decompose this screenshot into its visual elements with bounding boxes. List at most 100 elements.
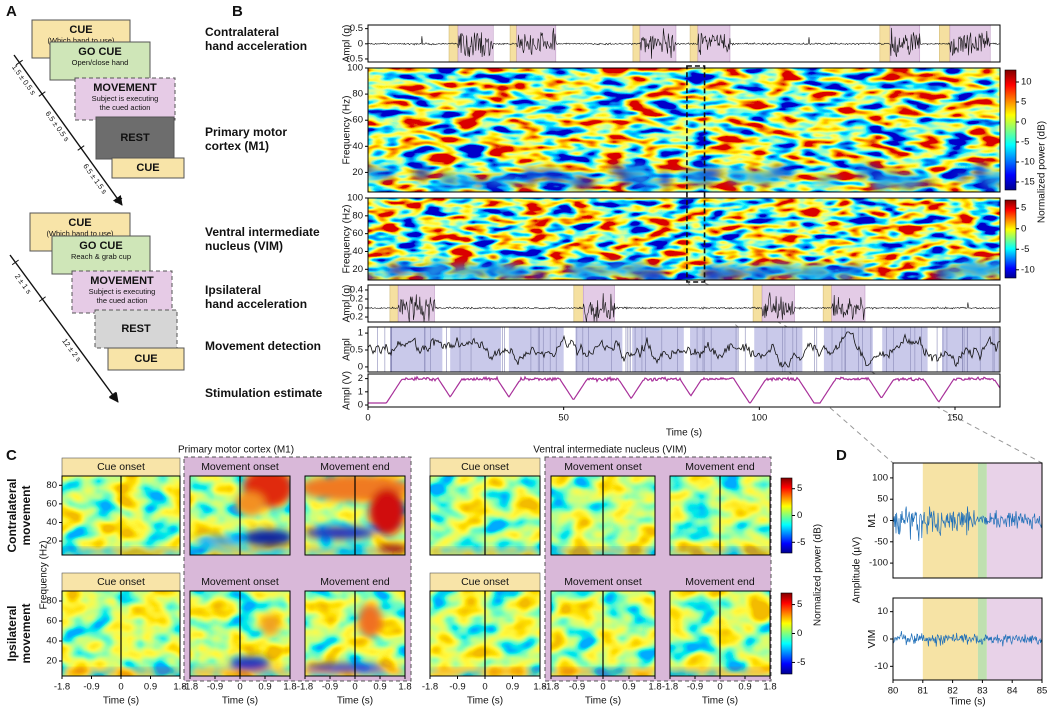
x-tick-label: -1.8 [662, 682, 678, 693]
low-power-patch [626, 165, 650, 179]
y-tick-label: 0 [883, 634, 888, 645]
x-tick-label: -0.9 [322, 682, 338, 693]
y-tick-label: 80 [46, 480, 57, 491]
subplot-title: Movement end [685, 461, 755, 473]
y-tick-label: -0.2 [347, 312, 363, 323]
subplot-title: Movement end [685, 576, 755, 588]
x-tick-label: -1.8 [297, 682, 313, 693]
y-axis-label: Ampl (V) [342, 371, 353, 410]
x-tick-label: 1.8 [648, 682, 661, 693]
card-title: CUE [134, 353, 157, 365]
low-power-patch [954, 171, 970, 181]
y-axis-label: Amplitude (µV) [852, 537, 863, 603]
card-title: MOVEMENT [93, 82, 157, 94]
low-power-patch [544, 172, 570, 184]
y-tick-label: 10 [877, 606, 888, 617]
power-blob [379, 544, 405, 553]
x-tick-label: 83 [977, 686, 988, 697]
y-axis-label: Ampl (g) [342, 25, 353, 63]
y-tick-label: 40 [352, 246, 363, 257]
plot-frame [429, 475, 541, 556]
plot-frame [367, 67, 1001, 193]
lfp-trace [893, 506, 1042, 542]
panel-label: A [6, 3, 17, 20]
low-power-patch [530, 270, 548, 280]
low-power-patch [413, 166, 431, 180]
x-tick-label: 1.8 [533, 682, 546, 693]
power-blob [358, 603, 382, 638]
card-note: (Which hand to use) [46, 229, 114, 238]
row-label: M1 [866, 513, 878, 528]
row-label: movement [19, 603, 33, 663]
colorbar [1004, 199, 1017, 279]
y-tick-label: 0 [358, 303, 363, 314]
colorbar-tick-label: -5 [1021, 244, 1029, 255]
colorbar-tick-label: -5 [797, 537, 805, 548]
timeline-tick [109, 391, 117, 398]
timeline-tick [38, 296, 46, 302]
y-tick-label: 80 [352, 210, 363, 221]
low-power-patch [727, 168, 747, 183]
x-tick-label: 0 [600, 682, 605, 693]
x-axis-label: Time (s) [467, 696, 503, 707]
subplot-title: Movement onset [564, 576, 642, 588]
region-title: Ventral intermediate nucleus (VIM) [533, 445, 686, 456]
plot-area [368, 285, 1000, 322]
detection-shading [508, 327, 564, 372]
x-tick-label: -1.8 [182, 682, 198, 693]
y-tick-label: 40 [46, 517, 57, 528]
task-card [111, 157, 185, 179]
low-power-patch [697, 167, 723, 180]
detection-shading [575, 327, 623, 372]
task-card [49, 41, 151, 81]
task-card [107, 347, 185, 371]
colorbar-tick-label: 0 [1021, 117, 1026, 128]
spectrogram [368, 68, 1000, 192]
low-power-patch [501, 178, 523, 186]
row-label: Ipsilateral [5, 605, 19, 661]
subplot-title: Movement onset [201, 461, 279, 473]
plot-frame [367, 373, 1001, 408]
x-tick-label: -0.9 [687, 682, 703, 693]
y-axis-label: Ampl [342, 338, 353, 361]
y-tick-label: 0 [883, 515, 888, 526]
y-axis-label: Frequency (Hz) [39, 541, 50, 610]
y-tick-label: -50 [874, 536, 888, 547]
y-tick-label: 0 [358, 38, 363, 49]
x-tick-label: 1.8 [173, 682, 186, 693]
x-tick-label: 0.9 [738, 682, 751, 693]
y-tick-label: 60 [46, 498, 57, 509]
timeline-arrow [13, 54, 123, 206]
colorbar [780, 592, 793, 675]
x-tick-label: 0.9 [506, 682, 519, 693]
y-tick-label: 0.5 [350, 345, 363, 356]
colorbar-tick-label: 5 [797, 483, 802, 494]
x-axis-label: Time (s) [103, 696, 139, 707]
card-title: REST [120, 132, 150, 144]
panel-label: B [232, 3, 243, 20]
y-tick-label: 1 [358, 386, 363, 397]
power-blob [230, 656, 270, 671]
x-tick-label: 0.9 [622, 682, 635, 693]
colorbar-tick-label: -15 [1021, 177, 1035, 188]
y-tick-label: 0 [358, 400, 363, 411]
x-tick-label: -0.9 [569, 682, 585, 693]
card-title: REST [121, 323, 151, 335]
low-power-patch [646, 268, 666, 280]
x-tick-label: 85 [1037, 686, 1048, 697]
low-power-patch [572, 176, 596, 189]
x-tick-label: 81 [918, 686, 929, 697]
card-note: (Which hand to use) [47, 36, 115, 45]
y-tick-label: 100 [872, 472, 888, 483]
power-blob [260, 614, 280, 636]
y-tick-label: 60 [352, 115, 363, 126]
x-tick-label: -0.9 [83, 682, 99, 693]
colorbar-tick-label: -10 [1021, 157, 1035, 168]
row-label: cortex (M1) [205, 139, 269, 153]
y-tick-label: 0.2 [350, 294, 363, 305]
low-power-patch [984, 260, 1000, 276]
row-label: VIM [866, 630, 878, 649]
plot-frame [367, 197, 1001, 281]
y-tick-label: 80 [46, 596, 57, 607]
subplot-title: Movement onset [201, 576, 279, 588]
